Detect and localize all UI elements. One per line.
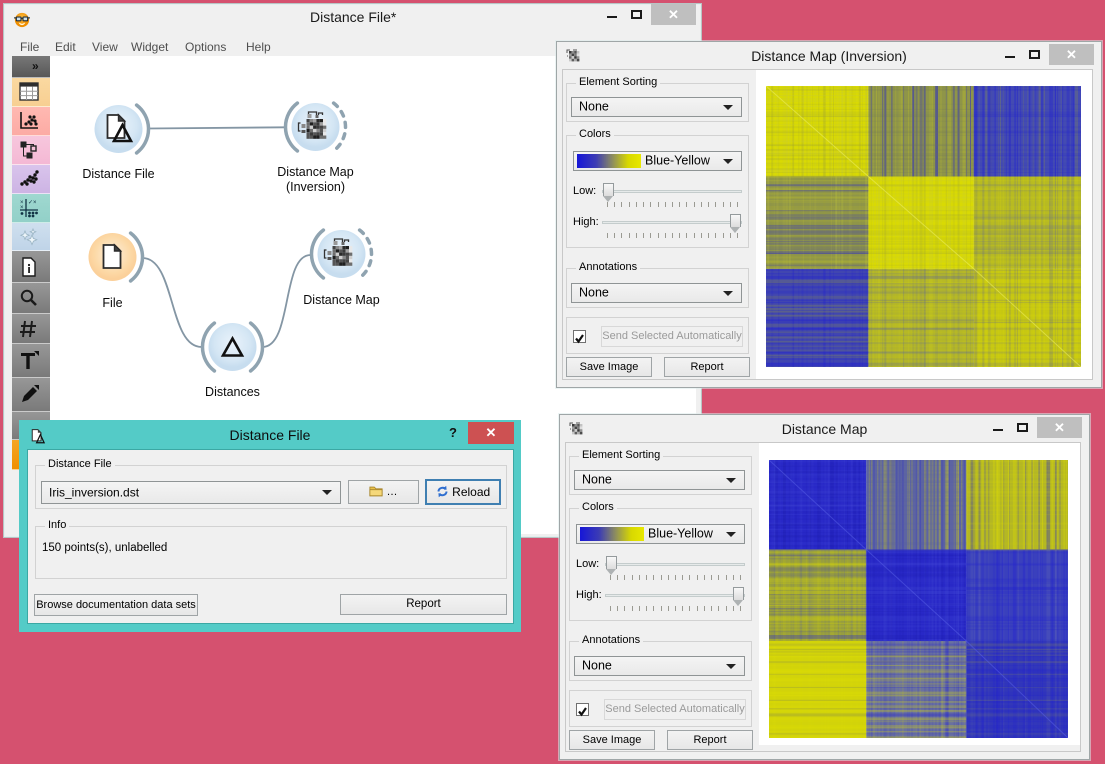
svg-text:Distance Map: Distance Map <box>303 293 379 307</box>
svg-text:Distance Map: Distance Map <box>277 165 353 179</box>
svg-text:Distances: Distances <box>205 385 260 399</box>
svg-text:Distance File: Distance File <box>82 167 154 181</box>
svg-text:(Inversion): (Inversion) <box>286 180 345 194</box>
svg-text:File: File <box>102 296 122 310</box>
